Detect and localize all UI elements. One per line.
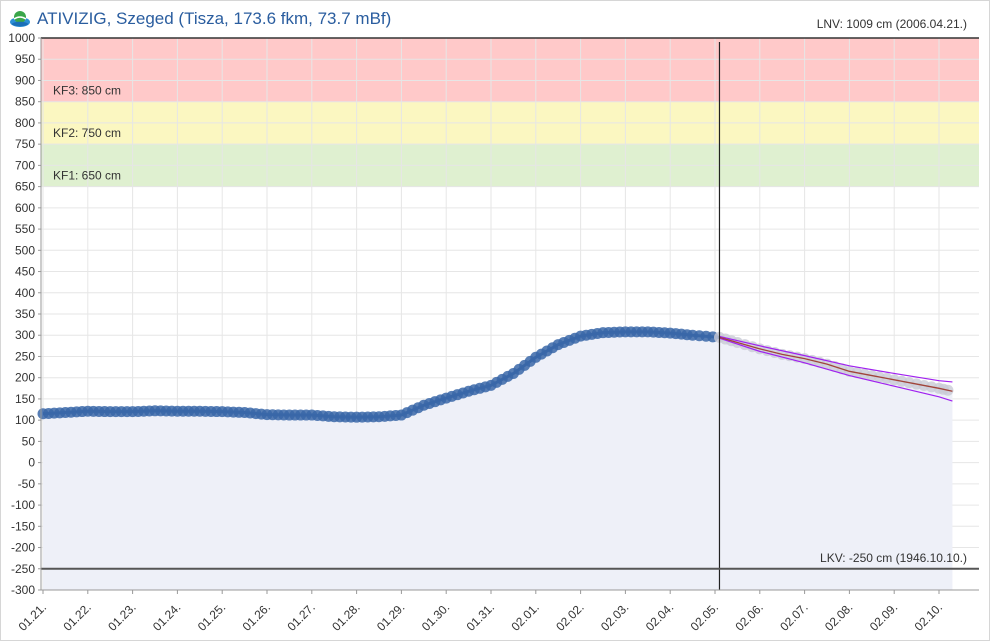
y-tick-label: 900 <box>15 73 35 87</box>
x-tick-label: 01.27. <box>284 600 317 633</box>
chart-title: ATIVIZIG, Szeged (Tisza, 173.6 fkm, 73.7… <box>37 9 392 28</box>
y-tick-label: 950 <box>15 52 35 66</box>
lnv-label: LNV: 1009 cm (2006.04.21.) <box>817 17 967 31</box>
alert-band-1 <box>41 38 979 102</box>
x-tick-label: 01.21. <box>16 600 49 633</box>
y-tick-label: 700 <box>15 158 35 172</box>
x-tick-label: 01.28. <box>329 600 362 633</box>
lkv-label: LKV: -250 cm (1946.10.10.) <box>820 551 967 565</box>
y-tick-label: 550 <box>15 222 35 236</box>
y-tick-label: -50 <box>18 477 36 491</box>
y-tick-label: 650 <box>15 180 35 194</box>
forecast-series-line <box>719 336 953 392</box>
x-tick-label: 02.07. <box>777 600 810 633</box>
y-tick-label: 1000 <box>8 31 35 45</box>
x-tick-label: 01.31. <box>464 600 497 633</box>
y-tick-label: -100 <box>11 498 35 512</box>
y-tick-label: 450 <box>15 265 35 279</box>
x-tick-label: 01.25. <box>195 600 228 633</box>
x-tick-label: 02.03. <box>598 600 631 633</box>
y-tick-label: 100 <box>15 413 35 427</box>
forecast-lower-bound <box>719 337 953 402</box>
x-tick-label: 01.30. <box>419 600 452 633</box>
y-tick-label: 250 <box>15 349 35 363</box>
y-tick-label: 300 <box>15 328 35 342</box>
alert-band-label: KF1: 650 cm <box>53 169 121 183</box>
x-tick-label: 02.06. <box>732 600 765 633</box>
x-tick-label: 01.29. <box>374 600 407 633</box>
chart-header: ATIVIZIG, Szeged (Tisza, 173.6 fkm, 73.7… <box>7 5 987 31</box>
x-tick-label: 01.23. <box>105 600 138 633</box>
y-tick-label: 750 <box>15 137 35 151</box>
x-tick-label: 02.02. <box>553 600 586 633</box>
x-tick-label: 02.01. <box>508 600 541 633</box>
x-tick-label: 02.09. <box>867 600 900 633</box>
y-tick-label: 800 <box>15 116 35 130</box>
y-tick-label: 850 <box>15 95 35 109</box>
alert-band-label: KF2: 750 cm <box>53 126 121 140</box>
globe-water-icon <box>10 11 30 27</box>
y-tick-label: 350 <box>15 307 35 321</box>
x-tick-label: 02.04. <box>643 600 676 633</box>
y-tick-label: 150 <box>15 392 35 406</box>
y-tick-label: 200 <box>15 371 35 385</box>
x-tick-label: 01.24. <box>150 600 183 633</box>
y-tick-label: 0 <box>28 456 35 470</box>
x-tick-label: 01.22. <box>60 600 93 633</box>
forecast-upper-bound <box>719 335 953 383</box>
y-tick-label: 400 <box>15 286 35 300</box>
x-tick-label: 02.08. <box>822 600 855 633</box>
x-tick-label: 01.26. <box>240 600 273 633</box>
x-tick-label: 02.05. <box>688 600 721 633</box>
y-tick-label: -300 <box>11 583 35 597</box>
water-level-area <box>43 331 953 590</box>
x-tick-label: 02.10. <box>912 600 945 633</box>
y-tick-label: 50 <box>22 434 36 448</box>
y-tick-label: -200 <box>11 541 35 555</box>
alert-band-label: KF3: 850 cm <box>53 84 121 98</box>
y-tick-label: 600 <box>15 201 35 215</box>
y-tick-label: 500 <box>15 243 35 257</box>
y-tick-label: -250 <box>11 562 35 576</box>
y-tick-label: -150 <box>11 519 35 533</box>
